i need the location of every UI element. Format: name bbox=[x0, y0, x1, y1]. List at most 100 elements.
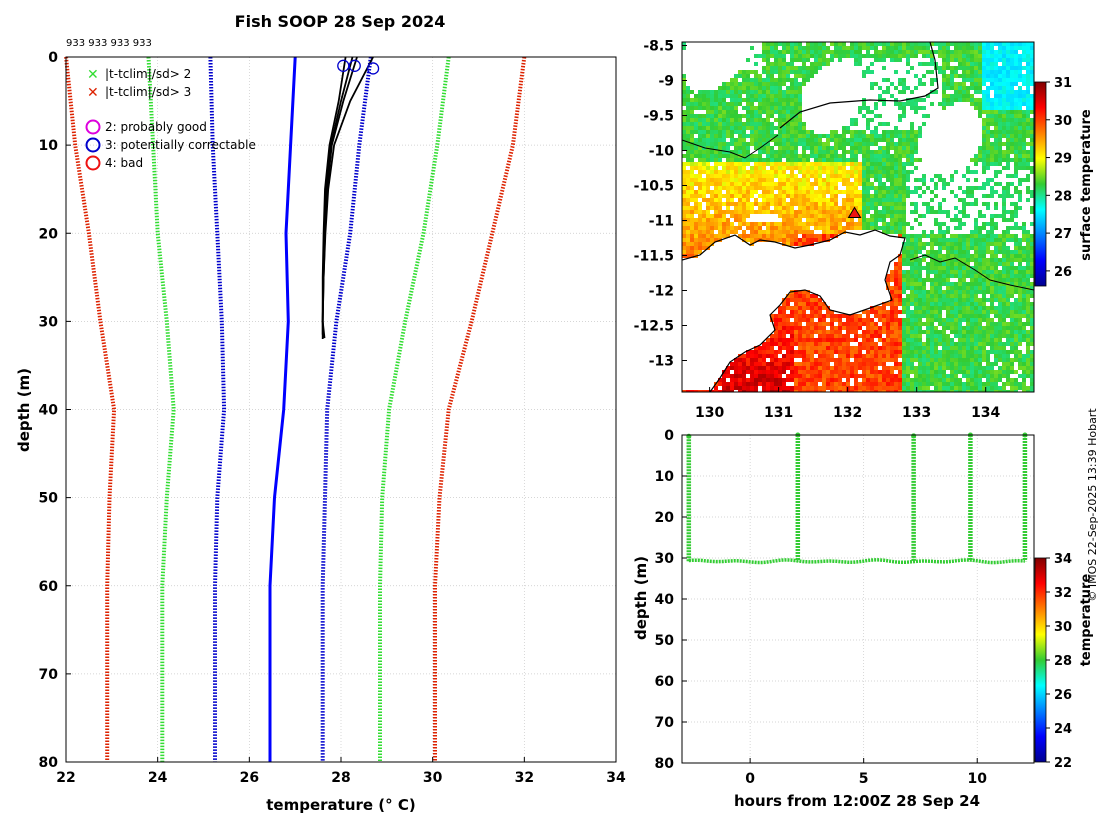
sst-cell bbox=[854, 362, 858, 366]
sst-cell bbox=[918, 386, 922, 390]
sst-cell bbox=[1026, 238, 1030, 242]
sst-cell bbox=[906, 322, 910, 326]
sst-cell bbox=[706, 174, 710, 178]
sst-cell bbox=[862, 146, 866, 150]
sst-cell bbox=[962, 206, 966, 210]
sst-cell bbox=[1026, 106, 1030, 110]
sst-cell bbox=[942, 326, 946, 330]
sst-cell bbox=[794, 198, 798, 202]
sst-cell bbox=[714, 142, 718, 146]
sst-cell bbox=[762, 158, 766, 162]
sst-cell bbox=[1006, 70, 1010, 74]
sst-cell bbox=[806, 302, 810, 306]
sst-cell bbox=[854, 50, 858, 54]
sst-cell bbox=[730, 186, 734, 190]
sst-cell bbox=[946, 350, 950, 354]
sst-cell bbox=[902, 78, 906, 82]
sst-cell bbox=[934, 326, 938, 330]
sst-cell bbox=[862, 226, 866, 230]
sst-cell bbox=[758, 154, 762, 158]
sst-cell bbox=[942, 246, 946, 250]
sst-cell bbox=[754, 118, 758, 122]
profile-x-label: temperature (° C) bbox=[266, 796, 416, 814]
sst-cell bbox=[1006, 374, 1010, 378]
sst-cell bbox=[718, 114, 722, 118]
sst-cell bbox=[734, 162, 738, 166]
sst-cell bbox=[982, 330, 986, 334]
sst-cell bbox=[982, 222, 986, 226]
sst-cell bbox=[910, 362, 914, 366]
sst-cell bbox=[706, 118, 710, 122]
sst-cell bbox=[998, 194, 1002, 198]
sst-cell bbox=[990, 226, 994, 230]
sst-cell bbox=[722, 230, 726, 234]
sst-cell bbox=[838, 162, 842, 166]
sst-cell bbox=[926, 386, 930, 390]
sst-cell bbox=[866, 54, 870, 58]
sst-cell bbox=[902, 222, 906, 226]
sst-cell bbox=[906, 254, 910, 258]
sst-cell bbox=[1030, 94, 1034, 98]
sst-cell bbox=[866, 222, 870, 226]
sst-cell bbox=[794, 294, 798, 298]
sst-cell bbox=[822, 226, 826, 230]
sst-cell bbox=[1030, 314, 1034, 318]
sst-cell bbox=[886, 90, 890, 94]
sst-cell bbox=[710, 150, 714, 154]
sst-cell bbox=[1010, 366, 1014, 370]
sst-cell bbox=[774, 314, 778, 318]
sst-cell bbox=[866, 350, 870, 354]
sst-cell bbox=[994, 118, 998, 122]
sst-cell bbox=[710, 118, 714, 122]
sst-cell bbox=[838, 322, 842, 326]
sst-cell bbox=[706, 214, 710, 218]
sst-cell bbox=[1018, 142, 1022, 146]
sst-cell bbox=[722, 386, 726, 390]
sst-cell bbox=[834, 222, 838, 226]
sst-cell bbox=[774, 94, 778, 98]
sst-cell bbox=[862, 102, 866, 106]
sst-cell bbox=[786, 118, 790, 122]
sst-cell bbox=[922, 74, 926, 78]
sst-cell bbox=[978, 158, 982, 162]
sst-cell bbox=[718, 142, 722, 146]
sst-cell bbox=[958, 222, 962, 226]
sst-cell bbox=[938, 70, 942, 74]
sst-cell bbox=[838, 58, 842, 62]
sst-cell bbox=[782, 110, 786, 114]
sst-cell bbox=[858, 138, 862, 142]
profile-xtick-label: 32 bbox=[515, 770, 534, 786]
sst-cell bbox=[862, 70, 866, 74]
sst-cell bbox=[978, 310, 982, 314]
sst-cell bbox=[998, 378, 1002, 382]
sst-cell bbox=[722, 98, 726, 102]
sst-cell bbox=[698, 138, 702, 142]
sst-cell bbox=[974, 198, 978, 202]
sst-cell bbox=[918, 302, 922, 306]
sst-cell bbox=[802, 58, 806, 62]
sst-cell bbox=[898, 206, 902, 210]
sst-cell bbox=[1014, 90, 1018, 94]
sst-cell bbox=[1002, 70, 1006, 74]
sst-cell bbox=[994, 62, 998, 66]
sst-cell bbox=[810, 210, 814, 214]
sst-cell bbox=[1014, 94, 1018, 98]
sst-cell bbox=[694, 226, 698, 230]
sst-cell bbox=[982, 382, 986, 386]
sst-cell bbox=[850, 190, 854, 194]
sst-cell bbox=[894, 158, 898, 162]
sst-cell bbox=[1018, 86, 1022, 90]
sst-cell bbox=[886, 194, 890, 198]
sst-cell bbox=[770, 346, 774, 350]
sst-cell bbox=[706, 162, 710, 166]
sst-cell bbox=[922, 354, 926, 358]
sst-cell bbox=[790, 234, 794, 238]
sst-cell bbox=[930, 78, 934, 82]
sst-cell bbox=[882, 310, 886, 314]
sst-cell bbox=[742, 218, 746, 222]
sst-cell bbox=[754, 162, 758, 166]
sst-cell bbox=[814, 358, 818, 362]
sst-cell bbox=[858, 314, 862, 318]
sst-cell bbox=[1006, 42, 1010, 46]
sst-cell bbox=[898, 114, 902, 118]
